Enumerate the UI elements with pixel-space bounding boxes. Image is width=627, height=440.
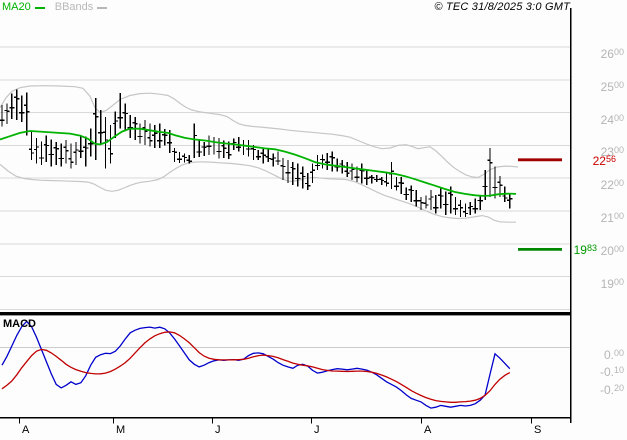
macd-panel-label: MACD	[3, 318, 36, 330]
ohlc-bars	[0, 89, 513, 217]
bbands-legend-label: BBands	[54, 1, 94, 13]
price-axis-label: 2000	[600, 243, 624, 258]
ma20-legend-label: MA20	[2, 1, 31, 13]
copyright-timestamp: © TEC 31/8/2025 3:0 GMT	[434, 1, 570, 13]
price-gridlines	[0, 46, 570, 310]
price-axis-label: 2500	[600, 79, 624, 94]
price-axis-label: 2200	[600, 178, 624, 193]
pane-separator	[0, 312, 570, 316]
legend: MA20 BBands	[2, 1, 108, 14]
bollinger-upper-line	[0, 85, 519, 179]
macd-axis-label: -0.10	[599, 365, 624, 380]
month-label: J	[314, 424, 320, 436]
macd-signal-line	[1, 331, 511, 403]
month-label: S	[534, 424, 542, 436]
price-axis-label: 2600	[600, 47, 624, 61]
support-price-label: 1983	[573, 243, 597, 258]
macd-line	[1, 320, 511, 409]
macd-axis-label: 0.00	[603, 347, 624, 362]
chart-right-border	[570, 8, 572, 423]
price-axis-label: 2300	[600, 145, 624, 160]
legend-item-ma20: MA20	[2, 1, 45, 14]
price-axis-label: 2100	[600, 211, 624, 225]
x-axis-line	[0, 417, 572, 419]
bbands-line-swatch-icon	[97, 6, 108, 9]
resistance-price-label: 2256	[592, 153, 616, 168]
month-label: A	[22, 424, 30, 436]
ma20-line	[0, 127, 517, 197]
month-label: A	[424, 424, 432, 436]
month-label: J	[215, 424, 221, 436]
price-axis-label: 1900	[600, 276, 624, 291]
ma20-line-swatch-icon	[34, 6, 45, 9]
price-axis-label: 2400	[600, 112, 624, 127]
month-label: M	[116, 424, 126, 436]
macd-axis-label: -0.20	[599, 382, 624, 397]
legend-item-bbands: BBands	[55, 1, 108, 14]
bollinger-lower-line	[0, 161, 516, 223]
